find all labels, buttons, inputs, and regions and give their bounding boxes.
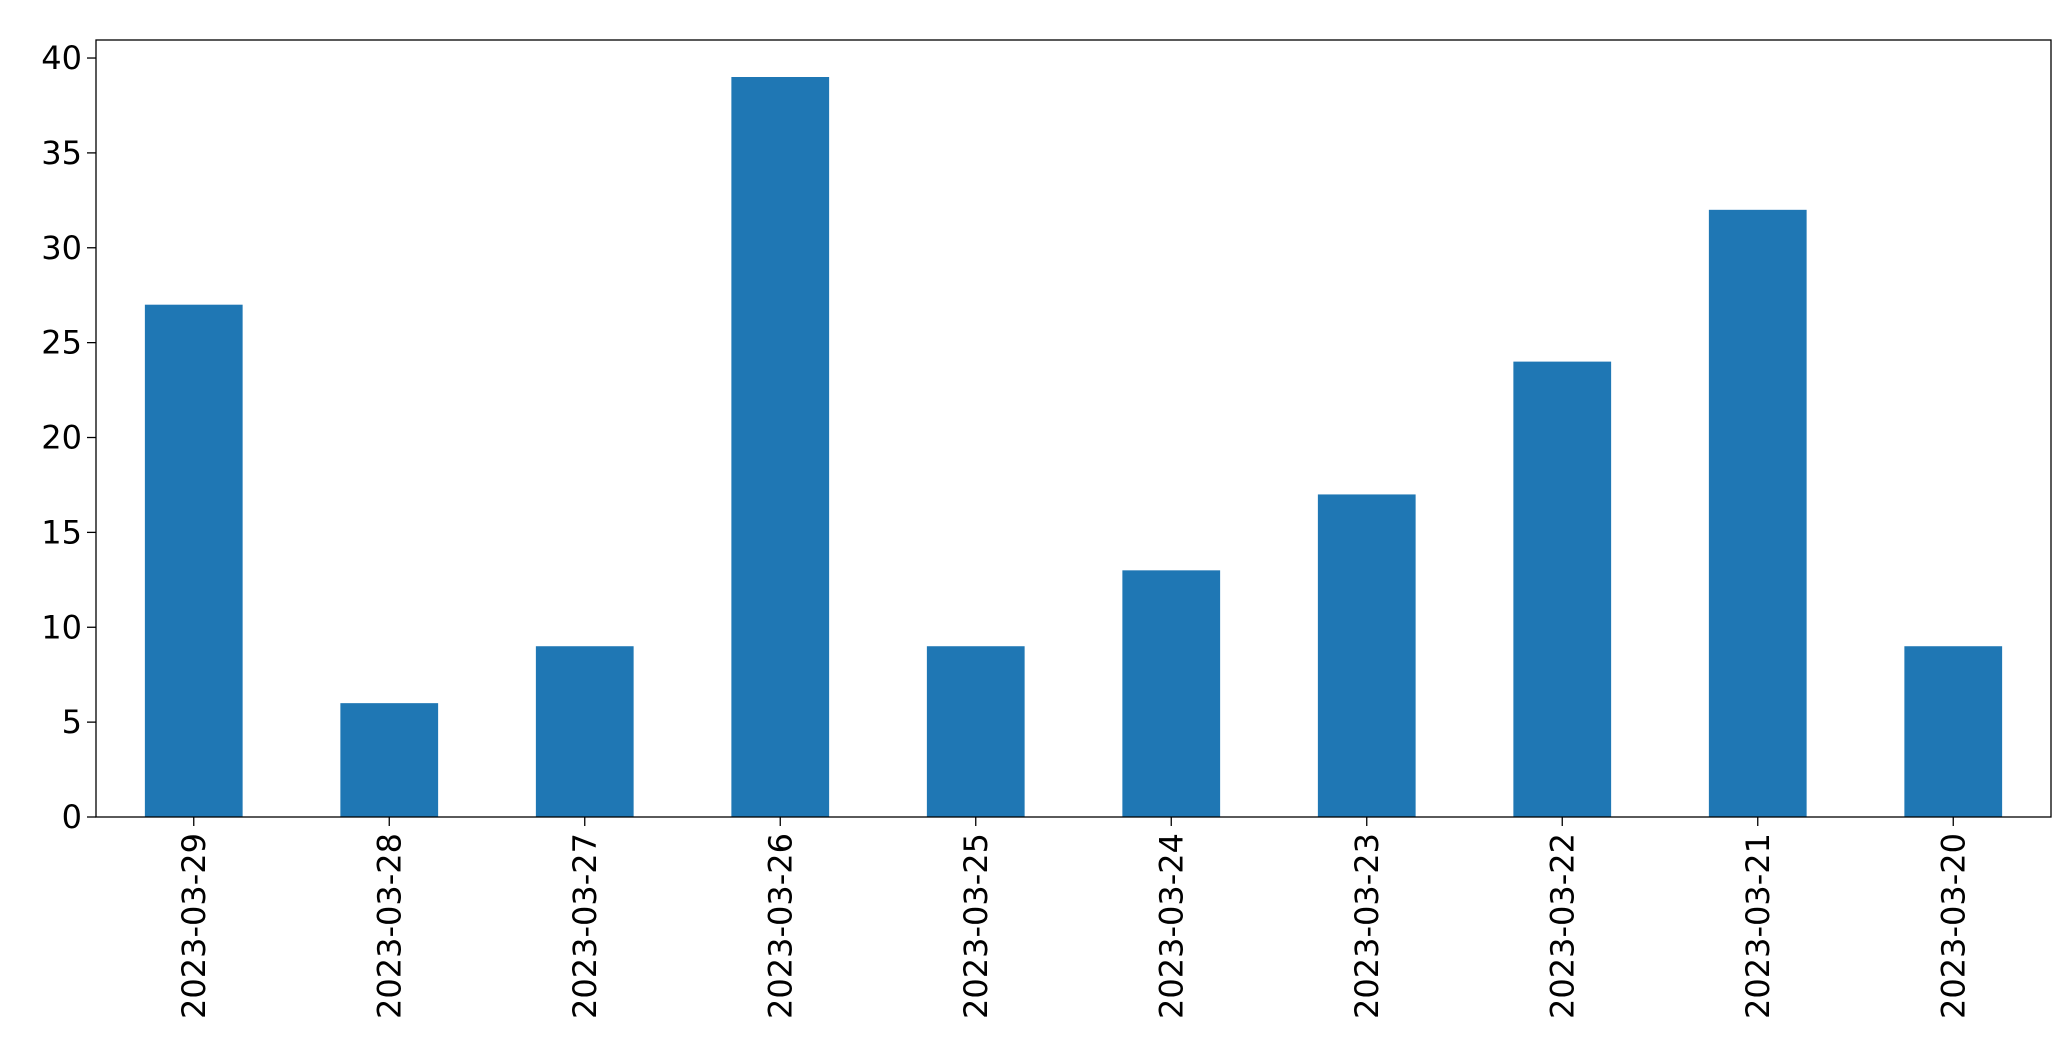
bar bbox=[731, 77, 830, 817]
bar bbox=[1317, 494, 1416, 817]
bar bbox=[1513, 361, 1612, 817]
bar bbox=[1708, 209, 1807, 818]
bar bbox=[1904, 646, 2003, 817]
x-tick-label: 2023-03-25 bbox=[957, 833, 995, 1019]
bar bbox=[535, 646, 634, 817]
y-tick-label: 0 bbox=[62, 798, 82, 836]
bar bbox=[1122, 570, 1221, 817]
y-tick-label: 30 bbox=[41, 229, 82, 267]
x-tick-label: 2023-03-27 bbox=[566, 833, 604, 1019]
x-tick-label: 2023-03-26 bbox=[761, 833, 799, 1019]
y-tick-label: 35 bbox=[41, 134, 82, 172]
y-tick-label: 5 bbox=[62, 703, 82, 741]
y-tick-label: 25 bbox=[41, 324, 82, 362]
y-tick-label: 20 bbox=[41, 419, 82, 457]
bar bbox=[340, 703, 439, 817]
y-tick-label: 10 bbox=[41, 608, 82, 646]
plot-frame bbox=[95, 39, 2052, 818]
y-tick-label: 40 bbox=[41, 39, 82, 77]
x-tick-label: 2023-03-21 bbox=[1739, 833, 1777, 1019]
x-tick-label: 2023-03-22 bbox=[1543, 833, 1581, 1019]
x-tick-label: 2023-03-20 bbox=[1934, 833, 1972, 1019]
y-tick-label: 15 bbox=[41, 513, 82, 551]
bar bbox=[926, 646, 1025, 817]
x-tick-label: 2023-03-24 bbox=[1152, 833, 1190, 1019]
x-tick-label: 2023-03-29 bbox=[175, 833, 213, 1019]
bar bbox=[144, 304, 243, 817]
x-tick-label: 2023-03-23 bbox=[1348, 833, 1386, 1019]
x-tick-label: 2023-03-28 bbox=[370, 833, 408, 1019]
